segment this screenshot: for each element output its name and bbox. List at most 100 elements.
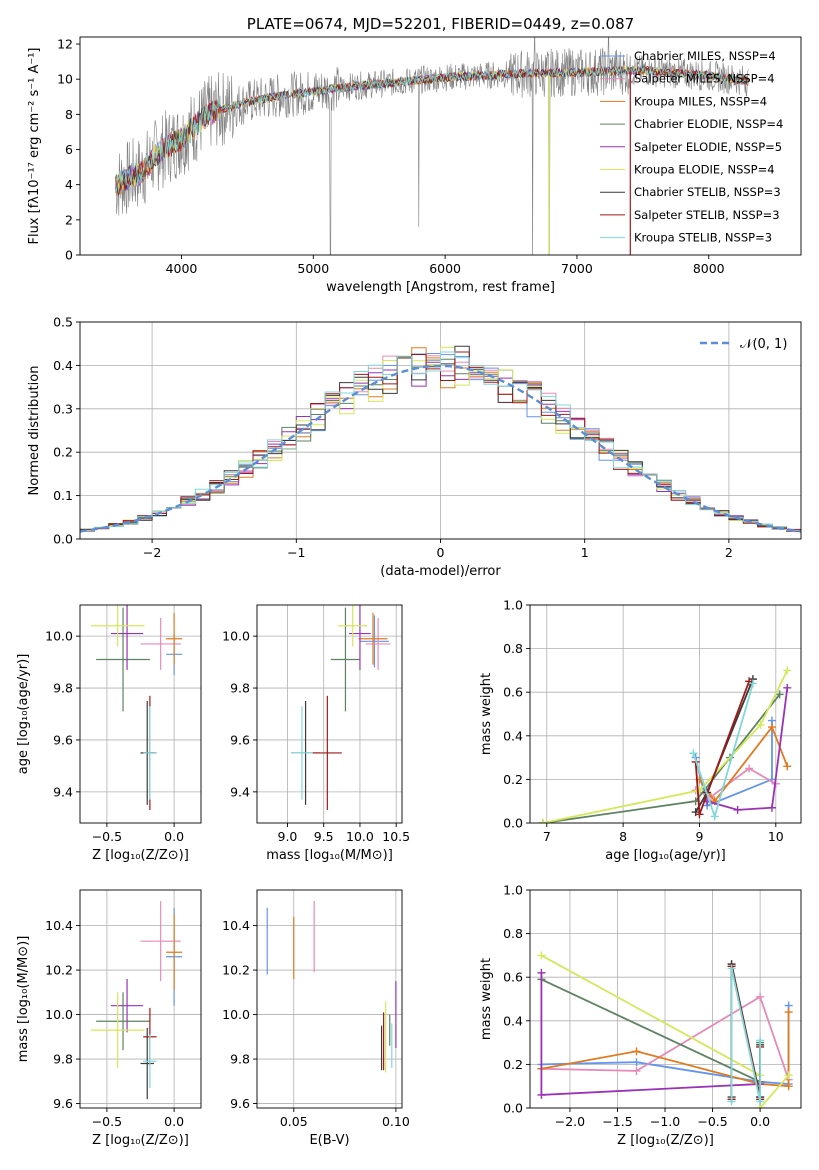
weight-series-kroupa_elodie — [538, 666, 792, 823]
y-tick-label: 0.0 — [53, 532, 73, 547]
x-tick-label: 7 — [543, 829, 551, 844]
x-tick-label: −1 — [287, 545, 305, 560]
weight-marker — [756, 1097, 765, 1106]
weight-vs-Z-plot-area — [537, 951, 793, 1108]
errorbar-kroupa_miles — [166, 914, 183, 991]
y-tick-label: 10.4 — [45, 918, 73, 933]
y-tick-label: 9.4 — [230, 784, 250, 799]
x-tick-label: 4000 — [166, 261, 198, 276]
y-tick-label: 0.2 — [503, 1057, 523, 1072]
legend-label-normal: 𝒩(0, 1) — [740, 337, 787, 352]
y-tick-label: 0.2 — [503, 772, 523, 787]
errorbar-chabrier_elodie — [330, 607, 360, 712]
weight-marker — [632, 1047, 641, 1056]
y-tick-label: 8 — [65, 107, 73, 122]
x-tick-label: 9.0 — [278, 829, 298, 844]
weight-marker — [775, 690, 784, 699]
x-axis-label: Z [log₁₀(Z/Z⊙)] — [92, 1133, 189, 1148]
errorbar-salpeter_miles — [140, 901, 181, 982]
weight-series-salpeter_elodie — [537, 968, 765, 1102]
errorbar-kroupa_elodie — [90, 992, 145, 1068]
weight-marker — [537, 951, 546, 960]
legend-label-kroupa_stelib: Kroupa STELIB, NSSP=3 — [634, 231, 772, 245]
errorbar-salpeter_elodie — [110, 605, 144, 670]
errorbar-chabrier_elodie — [96, 992, 150, 1051]
age-vs-mass-plot-area — [291, 605, 391, 811]
weight-marker — [689, 749, 698, 758]
weight-marker — [784, 1008, 793, 1017]
model-spectrum-chabrier_stelib — [115, 65, 749, 197]
errorbar-kroupa_stelib — [291, 706, 313, 800]
x-tick-label: 0.10 — [382, 1114, 410, 1129]
y-tick-label: 2 — [65, 212, 73, 227]
y-tick-label: 0.4 — [503, 1013, 523, 1028]
legend-label-salpeter_miles: Salpeter MILES, NSSP=4 — [634, 72, 775, 86]
y-tick-label: 10.4 — [222, 918, 250, 933]
x-tick-label: 8 — [619, 829, 627, 844]
normal-curve — [80, 364, 801, 533]
weight-marker — [537, 968, 546, 977]
x-axis-label: age [log₁₀(age/yr)] — [605, 848, 726, 863]
errorbar-kroupa_miles — [166, 612, 183, 665]
x-tick-label: 0.0 — [750, 1114, 770, 1129]
y-axis-label: age [log₁₀(age/yr)] — [16, 654, 31, 775]
errorbar-chabrier_miles — [359, 615, 389, 668]
x-tick-label: 9.5 — [314, 829, 334, 844]
x-tick-label: 6000 — [429, 261, 461, 276]
y-axis-label: Normed distribution — [27, 366, 42, 496]
weight-marker — [784, 1071, 793, 1080]
errorbar-chabrier_elodie — [96, 607, 150, 712]
legend-label-kroupa_miles: Kroupa MILES, NSSP=4 — [634, 94, 767, 108]
model-spectrum-kroupa_stelib — [115, 66, 749, 193]
errorbar-kroupa_elodie — [338, 605, 368, 647]
y-axis-label: mass weight — [479, 958, 494, 1040]
x-axis-label: E(B-V) — [309, 1133, 349, 1148]
x-axis-label: mass [log₁₀(M/M⊙)] — [266, 848, 393, 863]
y-tick-label: 10.0 — [45, 1007, 73, 1022]
x-tick-label: 7000 — [561, 261, 593, 276]
y-tick-label: 9.6 — [230, 732, 250, 747]
x-axis-label: Z [log₁₀(Z/Z⊙)] — [92, 848, 189, 863]
weight-marker — [767, 803, 776, 812]
y-axis-label: mass weight — [479, 673, 494, 755]
weight-vs-age-panel: 7 8 9 10 0.0 0.2 0.4 0.6 0.8 1.0 age [log₁₀(age/yr… — [479, 598, 802, 863]
errorbar-kroupa_miles — [358, 612, 388, 665]
spectrum-panel: Chabrier MILES, NSSP=4 Salpeter MILES, NS… — [27, 15, 802, 295]
x-tick-label: 10 — [768, 829, 784, 844]
x-tick-label: 8000 — [693, 261, 725, 276]
weight-marker — [748, 679, 757, 688]
y-tick-label: 9.4 — [53, 784, 73, 799]
weight-marker — [756, 992, 765, 1001]
y-tick-label: 4 — [65, 177, 73, 192]
mass-vs-ebv-plot-area — [266, 901, 397, 1073]
age-vs-Z-plot-area — [90, 605, 183, 811]
x-tick-label: −0.5 — [92, 829, 122, 844]
residual-histogram-kroupa_stelib — [80, 351, 801, 533]
x-tick-label: 10.0 — [346, 829, 374, 844]
y-tick-label: 0.8 — [503, 641, 523, 656]
errorbar-kroupa_stelib — [143, 706, 157, 800]
mass-vs-ebv-panel: 0.05 0.10 9.6 9.8 10.0 10.2 10.4 E(B-V) — [222, 889, 410, 1148]
y-tick-label: 0.8 — [503, 926, 523, 941]
weight-marker — [756, 1036, 765, 1045]
weight-series-kroupa_stelib — [727, 964, 765, 1106]
x-tick-label: 0.0 — [164, 829, 184, 844]
weight-vs-age-frame — [529, 604, 802, 824]
y-tick-label: 9.8 — [230, 681, 250, 696]
weight-marker — [710, 812, 719, 821]
legend-label-chabrier_stelib: Chabrier STELIB, NSSP=3 — [634, 185, 781, 199]
model-spectrum-salpeter_stelib — [115, 65, 749, 191]
errorbar-salpeter_miles — [365, 617, 391, 670]
model-spectrum-kroupa_miles — [115, 65, 749, 196]
errorbar-salpeter_elodie — [110, 978, 144, 1033]
x-tick-label: 2 — [725, 545, 733, 560]
y-tick-label: 10.0 — [45, 629, 73, 644]
legend-label-salpeter_elodie: Salpeter ELODIE, NSSP=5 — [634, 140, 782, 154]
x-tick-label: −0.5 — [697, 1114, 727, 1129]
y-tick-label: 10.0 — [222, 1007, 250, 1022]
spectrum-legend: Chabrier MILES, NSSP=4 Salpeter MILES, NS… — [600, 49, 783, 245]
weight-vs-age-plot-area — [538, 666, 792, 823]
y-tick-label: 9.6 — [53, 732, 73, 747]
x-tick-label: 5000 — [297, 261, 329, 276]
x-tick-label: 10.5 — [382, 829, 410, 844]
